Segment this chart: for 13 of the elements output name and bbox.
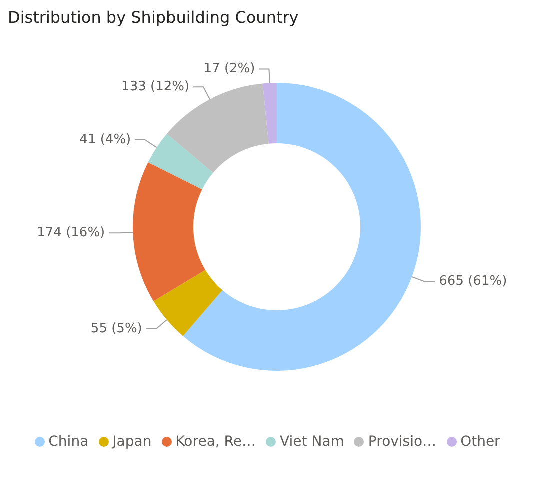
legend-label: China [48, 434, 89, 450]
data-label: 665 (61%) [439, 274, 508, 290]
legend-label: Korea, Re… [174, 434, 256, 450]
chart-title: Distribution by Shipbuilding Country [8, 8, 300, 29]
data-label: 174 (16%) [37, 226, 106, 241]
data-label: 41 (4%) [80, 132, 132, 148]
legend-label: Other [460, 434, 500, 450]
data-label: 133 (12%) [122, 79, 190, 94]
legend-label: Provisio… [367, 434, 437, 450]
legend-label: Japan [110, 434, 152, 450]
data-label: 17 (2%) [204, 62, 256, 77]
data-label: 55 (5%) [90, 321, 142, 336]
legend-label: Viet Nam [279, 434, 344, 450]
